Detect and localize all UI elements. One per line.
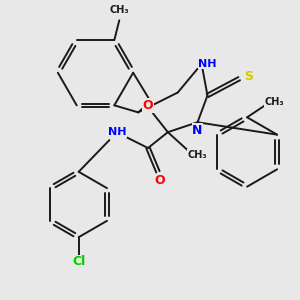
Text: CH₃: CH₃ bbox=[188, 150, 207, 160]
Text: NH: NH bbox=[108, 127, 127, 137]
Text: S: S bbox=[244, 70, 253, 83]
Text: Cl: Cl bbox=[72, 256, 85, 268]
Text: NH: NH bbox=[198, 59, 217, 69]
Text: O: O bbox=[154, 174, 165, 187]
Text: N: N bbox=[192, 124, 203, 137]
Text: O: O bbox=[143, 99, 153, 112]
Text: CH₃: CH₃ bbox=[110, 5, 129, 15]
Text: CH₃: CH₃ bbox=[264, 98, 284, 107]
